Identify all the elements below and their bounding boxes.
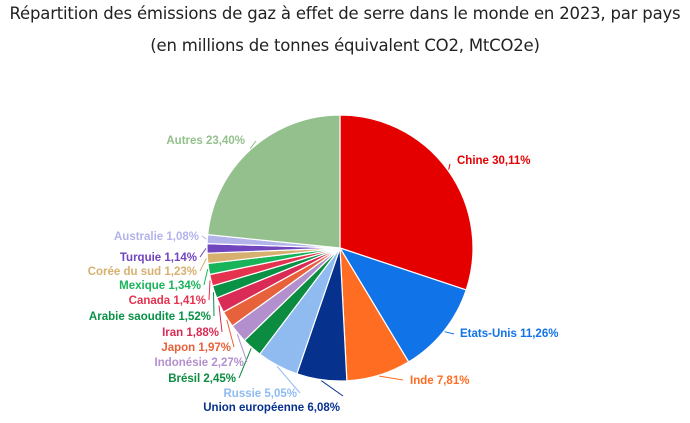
slice-label: Mexique 1,34%: [119, 280, 201, 292]
slice-label: Corée du sud 1,23%: [88, 266, 197, 278]
leader-line: [203, 268, 209, 286]
leader-line: [444, 331, 455, 335]
leader-line: [208, 280, 211, 301]
leader-line: [199, 258, 207, 272]
slice-label: Arabie saoudite 1,52%: [89, 311, 211, 323]
pie-slice-autres: [207, 114, 341, 249]
leader-line: [218, 305, 223, 333]
leader-line: [321, 380, 344, 397]
slice-label: Chine 30,11%: [457, 155, 531, 167]
leader-line: [236, 333, 248, 363]
slice-label: Turquie 1,14%: [120, 252, 197, 264]
slice-label: Japon 1,97%: [161, 342, 231, 354]
slice-label: Russie 5,05%: [223, 388, 297, 400]
slice-label: Indonésie 2,27%: [155, 357, 244, 369]
slice-label: Brésil 2,45%: [168, 373, 236, 385]
pie-slice-chine: [339, 114, 474, 291]
leader-line: [379, 375, 404, 381]
leader-line: [201, 235, 207, 240]
leader-line: [199, 248, 207, 258]
slice-label: Inde 7,81%: [410, 375, 469, 387]
slice-label: Etats-Unis 11,26%: [460, 328, 558, 340]
leader-line: [276, 365, 301, 394]
slice-label: Iran 1,88%: [162, 327, 219, 339]
slice-label: Union européenne 6,08%: [203, 402, 340, 414]
slice-label: Autres 23,40%: [166, 135, 245, 147]
leader-line: [226, 319, 235, 348]
pie-slice-etats-unis: [338, 246, 467, 363]
chart-titles: Répartition des émissions de gaz à effet…: [0, 0, 690, 57]
leader-line: [238, 348, 252, 379]
chart-subtitle: (en millions de tonnes équivalent CO2, M…: [150, 36, 540, 55]
leader-line: [448, 163, 451, 170]
slice-label: Canada 1,41%: [129, 295, 206, 307]
slice-label: Australie 1,08%: [114, 231, 199, 243]
leader-line: [249, 140, 257, 149]
leader-line: [213, 292, 215, 317]
chart-title: Répartition des émissions de gaz à effet…: [9, 4, 681, 23]
